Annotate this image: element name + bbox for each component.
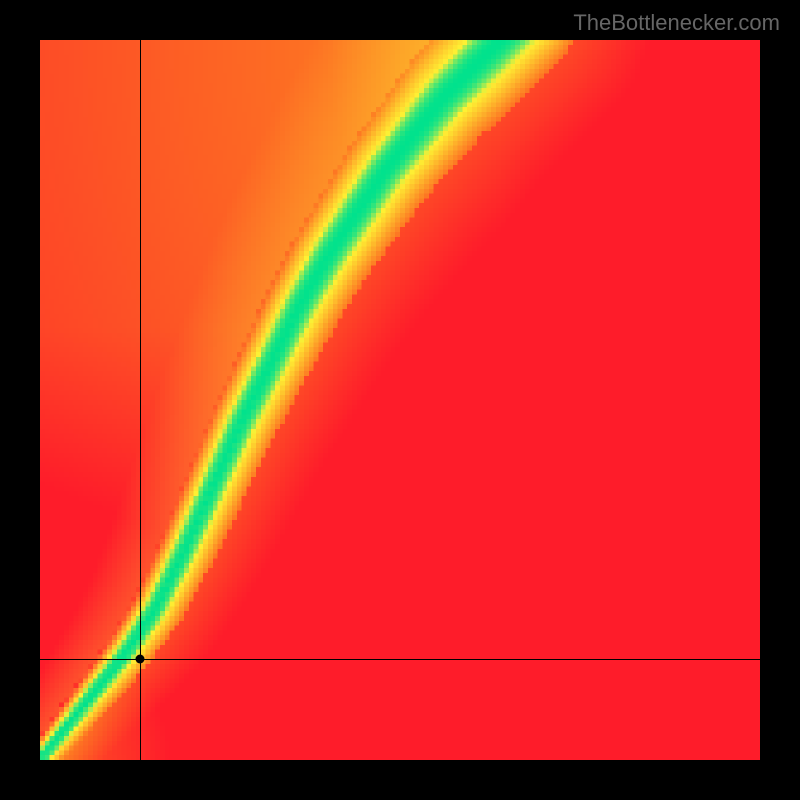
heatmap-canvas [40, 40, 760, 760]
chart-container: TheBottlenecker.com [0, 0, 800, 800]
watermark-text: TheBottlenecker.com [573, 10, 780, 36]
marker-dot [136, 655, 145, 664]
crosshair-horizontal [40, 659, 760, 660]
chart-area [40, 40, 760, 760]
crosshair-vertical [140, 40, 141, 760]
